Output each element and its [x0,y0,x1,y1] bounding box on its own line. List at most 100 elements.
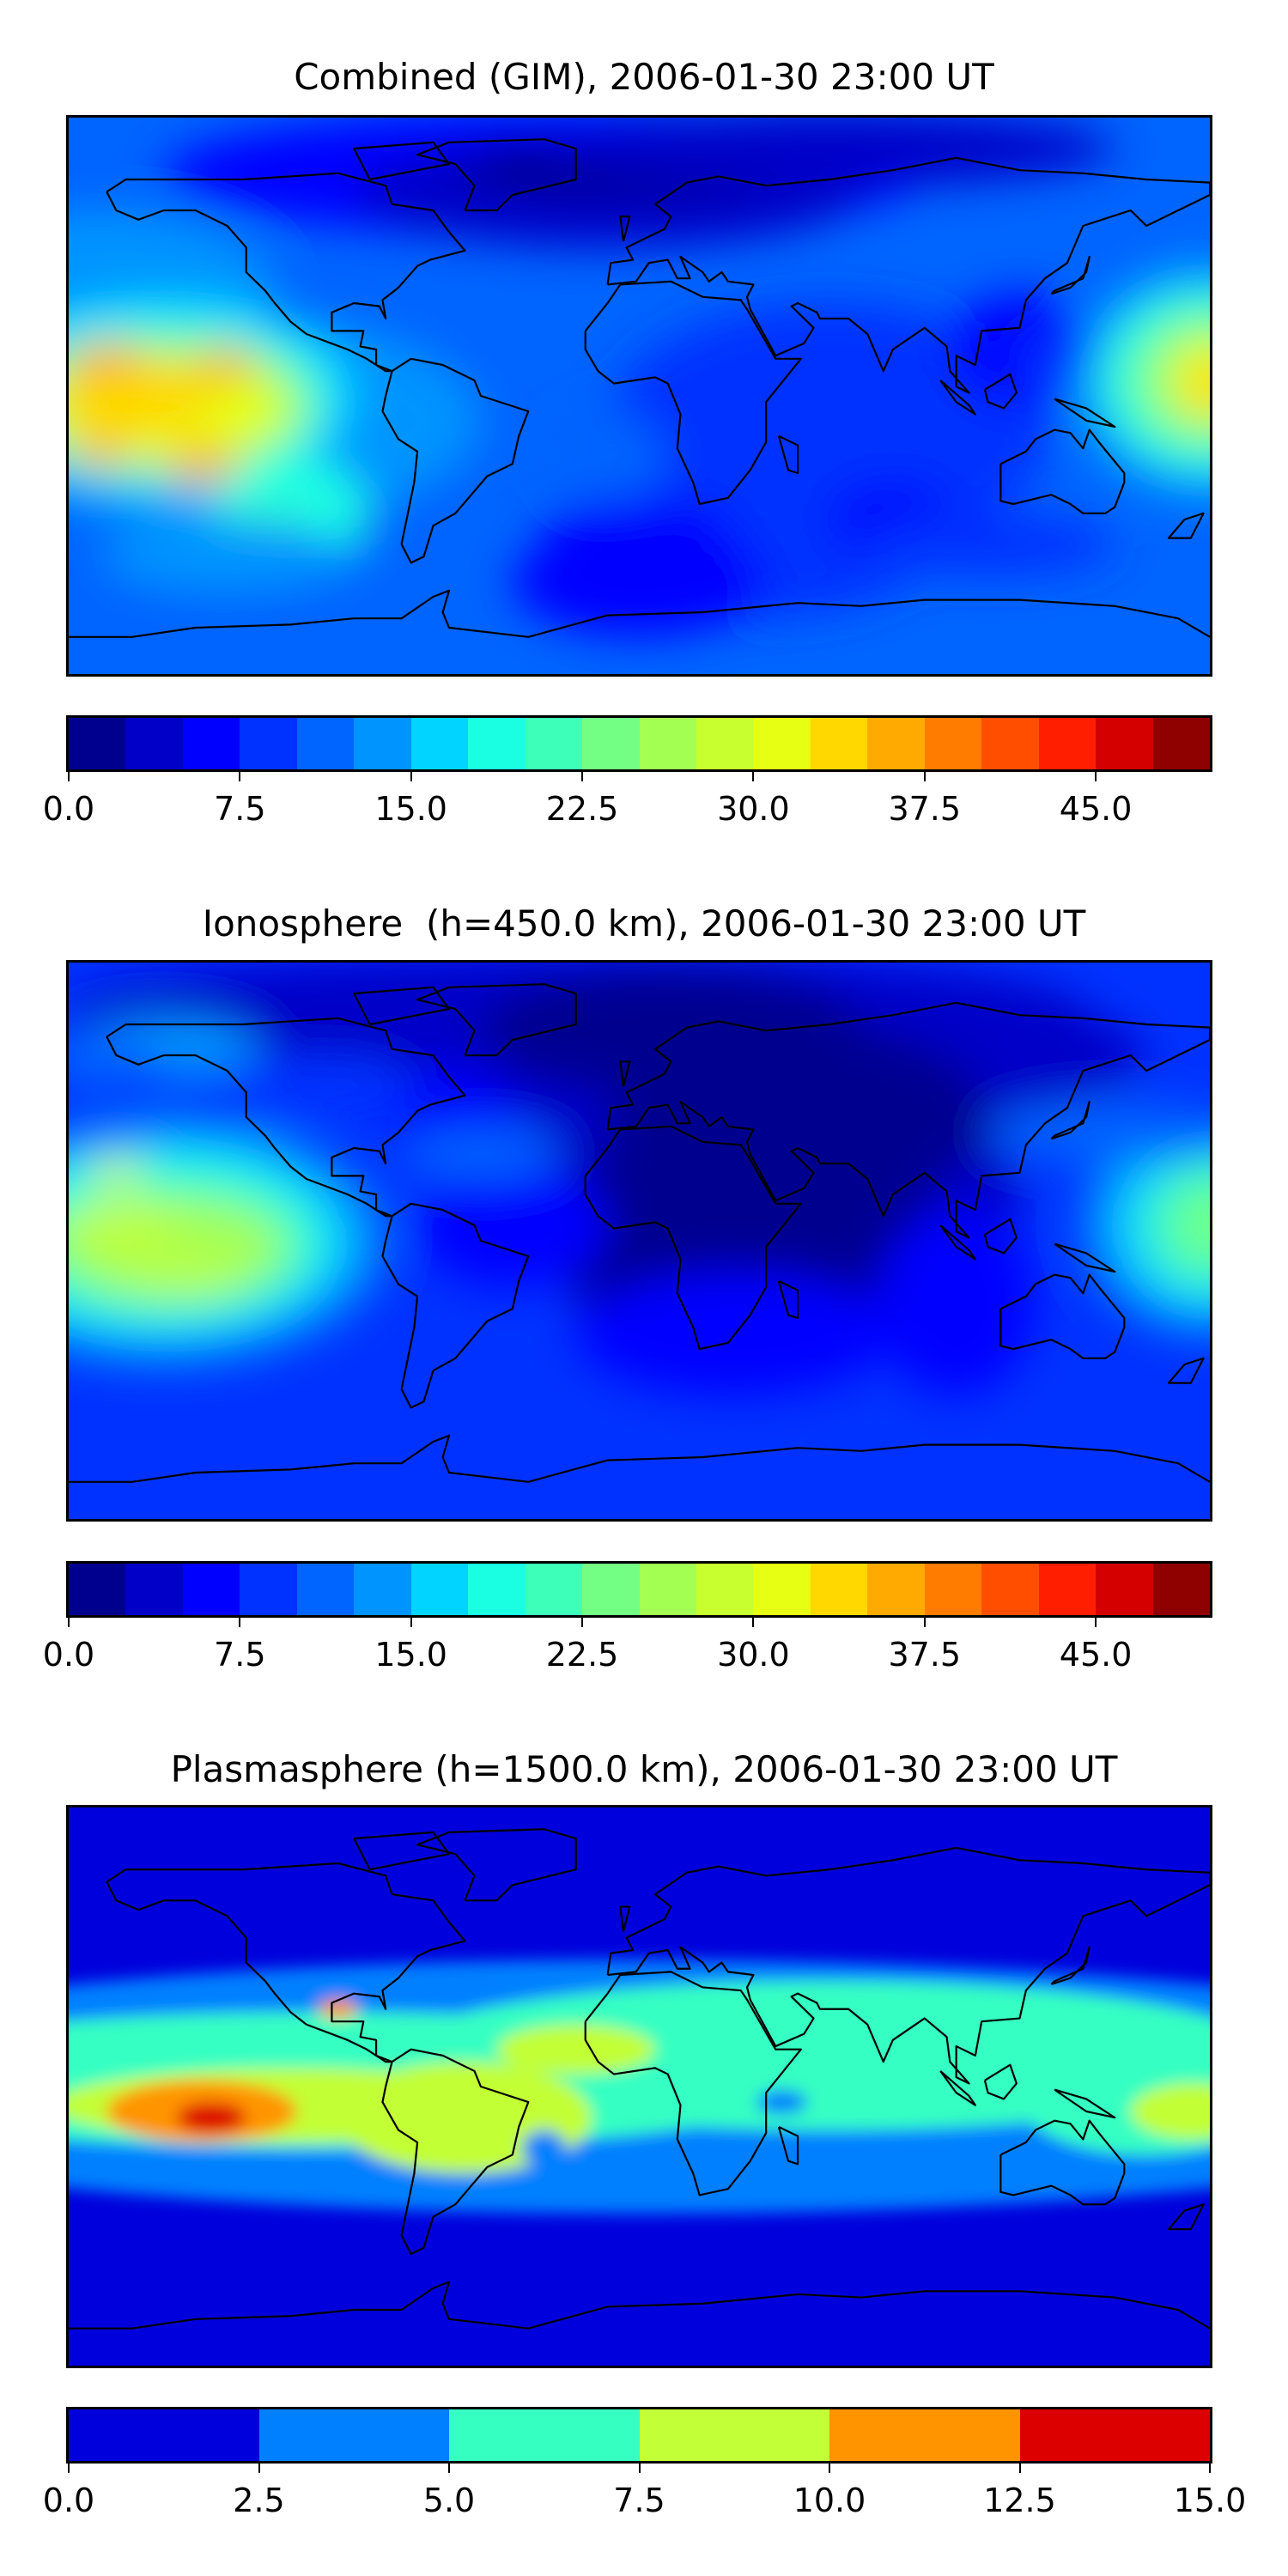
colorbar-tick-label: 12.5 [983,2482,1056,2519]
coastline [354,987,449,1024]
contour-region [319,1999,357,2019]
contour-region [521,2129,567,2167]
contour-region [550,411,665,504]
coastline [382,359,528,563]
contour-region [144,1265,246,1291]
colorbar-segment [240,718,297,769]
contour-region [401,1129,561,1179]
coastline [779,1281,798,1318]
colorbar-tick-label: 22.5 [545,790,619,828]
coastline [586,282,801,504]
contour-region [417,1163,608,1287]
contour-region [204,355,231,374]
colorbar-tick-label: 37.5 [888,790,962,828]
coastline [1051,1947,1089,1984]
coastline [779,436,798,473]
contour-region [69,358,215,434]
colorbar-segment [1096,718,1153,769]
coastline [69,2282,1210,2329]
colorbar-segment [981,1564,1039,1615]
colorbar-tick [581,769,584,781]
contour-field [69,118,1210,637]
colorbar-segment [354,718,411,769]
contour-region [69,1206,180,1244]
coastline [985,374,1017,409]
coastline [382,1204,528,1408]
map-plot [69,118,1210,674]
colorbar-tick [410,769,412,781]
colorbar [66,715,1212,772]
colorbar-tick [410,1615,412,1627]
contour-region [163,445,240,483]
coastline [106,173,465,371]
world-map [66,1805,1212,2368]
coastline [985,1219,1017,1254]
contour-region [877,1210,1036,1395]
contour-region [163,1092,291,1130]
colorbar-segment [125,718,183,769]
colorbar-segment [867,1564,925,1615]
colorbar-tick [1095,1615,1097,1627]
world-map [66,115,1212,677]
coastline [608,1848,1210,2083]
chart-title: Plasmasphere (h=1500.0 km), 2006-01-30 2… [170,1748,1118,1790]
contour-region [987,1102,1210,1163]
colorbar-tick-label: 7.5 [613,2482,665,2519]
contour-region [69,435,132,467]
colorbar-tick [258,2461,260,2473]
colorbar-tick [923,769,926,781]
colorbar-segment [810,718,868,769]
contour-region [544,497,735,573]
colorbar-tick-label: 7.5 [214,1636,266,1674]
colorbar-segment [1152,1564,1211,1615]
coastline [1000,2121,1124,2205]
colorbar-segment [924,1564,982,1615]
colorbar-segment [182,1564,240,1615]
map-plot [69,1807,1210,2366]
colorbar-tick [68,1615,70,1627]
coastline [354,1832,449,1869]
contour-region [1188,355,1210,418]
colorbar-tick [239,1615,241,1627]
contour-region [860,513,1115,575]
colorbar-tick-label: 0.0 [42,1636,95,1674]
colorbar-segment [69,2409,259,2461]
colorbar-segment [924,718,982,769]
chart-title: Combined (GIM), 2006-01-30 23:00 UT [294,56,994,98]
colorbar-segment [753,718,811,769]
colorbar-tick-label: 0.0 [42,2482,95,2519]
colorbar-segment [258,2409,449,2461]
coastline [417,139,576,210]
contour-region [78,349,110,368]
contour-region [544,118,1115,186]
contour-region [1130,2083,1210,2140]
colorbar-tick-label: 30.0 [717,1636,790,1674]
colorbar-segment [410,718,469,769]
colorbar-tick [239,769,241,781]
contour-region [480,969,861,1093]
contour-region [90,1160,142,1186]
colorbar-segment [468,718,526,769]
colorbar-tick [581,1615,584,1627]
contour-region [112,1262,164,1281]
colorbar-segment [696,1564,754,1615]
colorbar-segment [639,1564,696,1615]
coastline [608,158,1210,393]
coastline [620,1061,629,1086]
contour-region [100,519,355,594]
coastline [620,216,629,241]
colorbar-segment [1096,1564,1153,1615]
colorbar-tick-label: 37.5 [888,1636,962,1674]
colorbar-segment [1019,2409,1210,2461]
contour-region [1178,1188,1210,1263]
coastline [940,2071,975,2105]
colorbar-segment [867,718,925,769]
coastlines [69,139,1210,637]
colorbar-segment [639,2409,829,2461]
coastline [1169,2204,1204,2229]
coastline [985,2065,1017,2099]
colorbar-tick [752,1615,755,1627]
coastlines [69,984,1210,1482]
coastline [1051,257,1089,294]
colorbar-tick [829,2461,830,2473]
